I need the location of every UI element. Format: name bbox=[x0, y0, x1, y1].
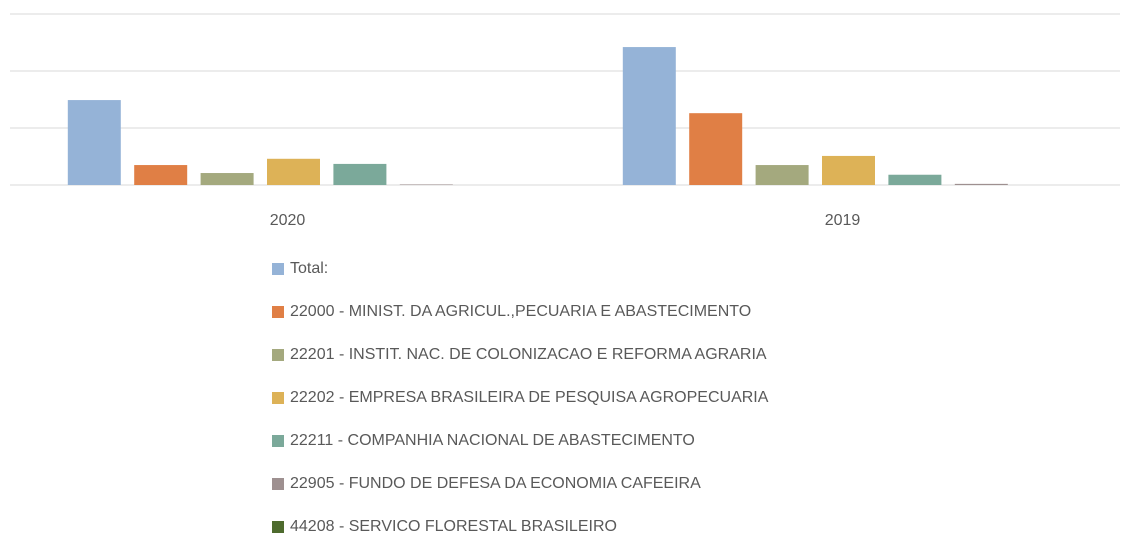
legend-label: Total: bbox=[290, 260, 328, 277]
bar bbox=[888, 174, 942, 185]
legend-label: 22202 - EMPRESA BRASILEIRA DE PESQUISA A… bbox=[290, 389, 769, 406]
bar bbox=[267, 158, 320, 185]
bar bbox=[67, 100, 121, 185]
bar bbox=[755, 165, 809, 185]
bar bbox=[333, 163, 387, 185]
legend-swatch bbox=[272, 435, 284, 447]
bar bbox=[200, 173, 254, 185]
legend-swatch bbox=[272, 263, 284, 275]
legend-swatch bbox=[272, 478, 284, 490]
legend-label: 22905 - FUNDO DE DEFESA DA ECONOMIA CAFE… bbox=[290, 475, 701, 492]
bar bbox=[134, 165, 188, 185]
x-tick-label: 2019 bbox=[825, 212, 861, 229]
legend-swatch bbox=[272, 521, 284, 533]
bar bbox=[954, 183, 1008, 185]
legend-swatch bbox=[272, 392, 284, 404]
legend-label: 44208 - SERVICO FLORESTAL BRASILEIRO bbox=[290, 518, 617, 535]
bar bbox=[622, 47, 676, 186]
legend-label: 22201 - INSTIT. NAC. DE COLONIZACAO E RE… bbox=[290, 346, 767, 363]
legend-swatch bbox=[272, 349, 284, 361]
legend-swatch bbox=[272, 306, 284, 318]
bar bbox=[822, 155, 875, 185]
bar bbox=[689, 113, 743, 185]
x-tick-label: 2020 bbox=[270, 212, 306, 229]
legend-label: 22211 - COMPANHIA NACIONAL DE ABASTECIME… bbox=[290, 432, 695, 449]
bar bbox=[399, 184, 453, 185]
legend-label: 22000 - MINIST. DA AGRICUL.,PECUARIA E A… bbox=[290, 303, 751, 320]
